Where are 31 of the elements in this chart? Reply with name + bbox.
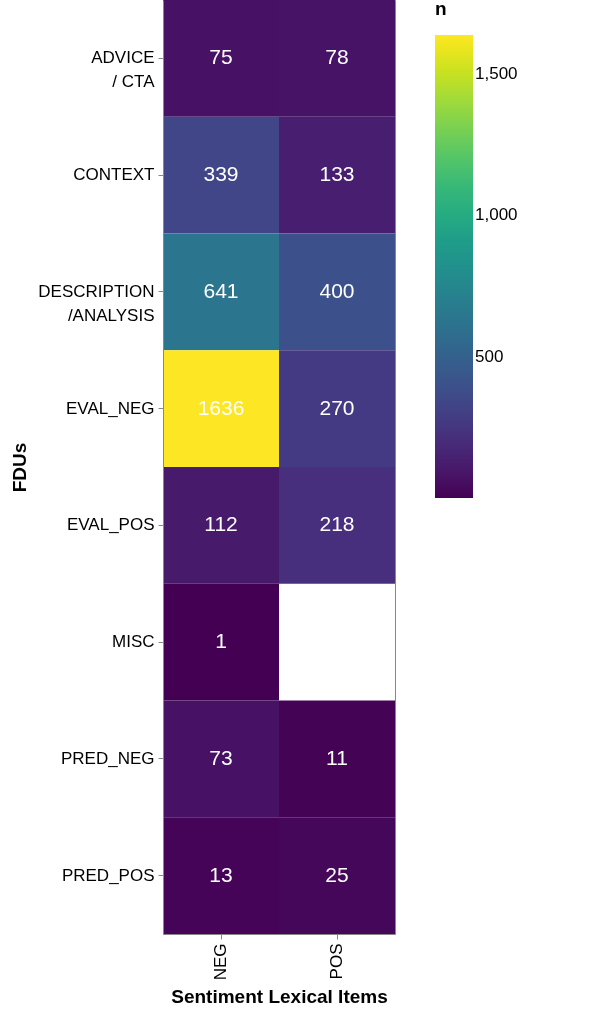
- color-bar-label: 500: [475, 346, 504, 366]
- data-label: 25: [325, 862, 349, 886]
- x-tick-label: POS: [327, 943, 346, 980]
- y-tick-label: MISC: [112, 632, 155, 652]
- data-label: 133: [319, 162, 355, 186]
- data-label: 641: [203, 278, 239, 302]
- y-tick-label: PRED_NEG: [60, 748, 155, 768]
- data-label: 13: [209, 862, 233, 886]
- y-tick-label: CONTEXT: [73, 165, 155, 185]
- data-label: 78: [325, 45, 349, 69]
- color-bar-label: 1,500: [475, 63, 518, 83]
- data-label: 270: [319, 395, 355, 419]
- y-tick-label: EVAL_NEG: [65, 398, 155, 418]
- data-label: 75: [209, 45, 233, 69]
- data-label: 339: [203, 162, 239, 186]
- data-label: 1636: [197, 395, 245, 419]
- y-tick-label: EVAL_POS: [66, 515, 155, 535]
- x-tick-label: NEG: [211, 943, 230, 981]
- color-bar-title: n: [435, 0, 447, 19]
- y-axis-title: FDUs: [9, 442, 31, 493]
- x-axis-title: Sentiment Lexical Items: [171, 986, 388, 1008]
- color-bar-label: 1,000: [475, 205, 518, 225]
- data-label: 73: [209, 745, 233, 769]
- data-label: 218: [319, 512, 355, 536]
- y-tick-label: DESCRIPTION /ANALYSIS: [38, 281, 155, 325]
- data-label: 1: [215, 629, 227, 653]
- y-tick-label: ADVICE / CTA: [91, 48, 156, 92]
- y-tick-label: PRED_POS: [61, 865, 155, 885]
- data-label: 11: [326, 745, 348, 769]
- data-label: 112: [204, 512, 238, 536]
- data-label: 400: [319, 278, 355, 302]
